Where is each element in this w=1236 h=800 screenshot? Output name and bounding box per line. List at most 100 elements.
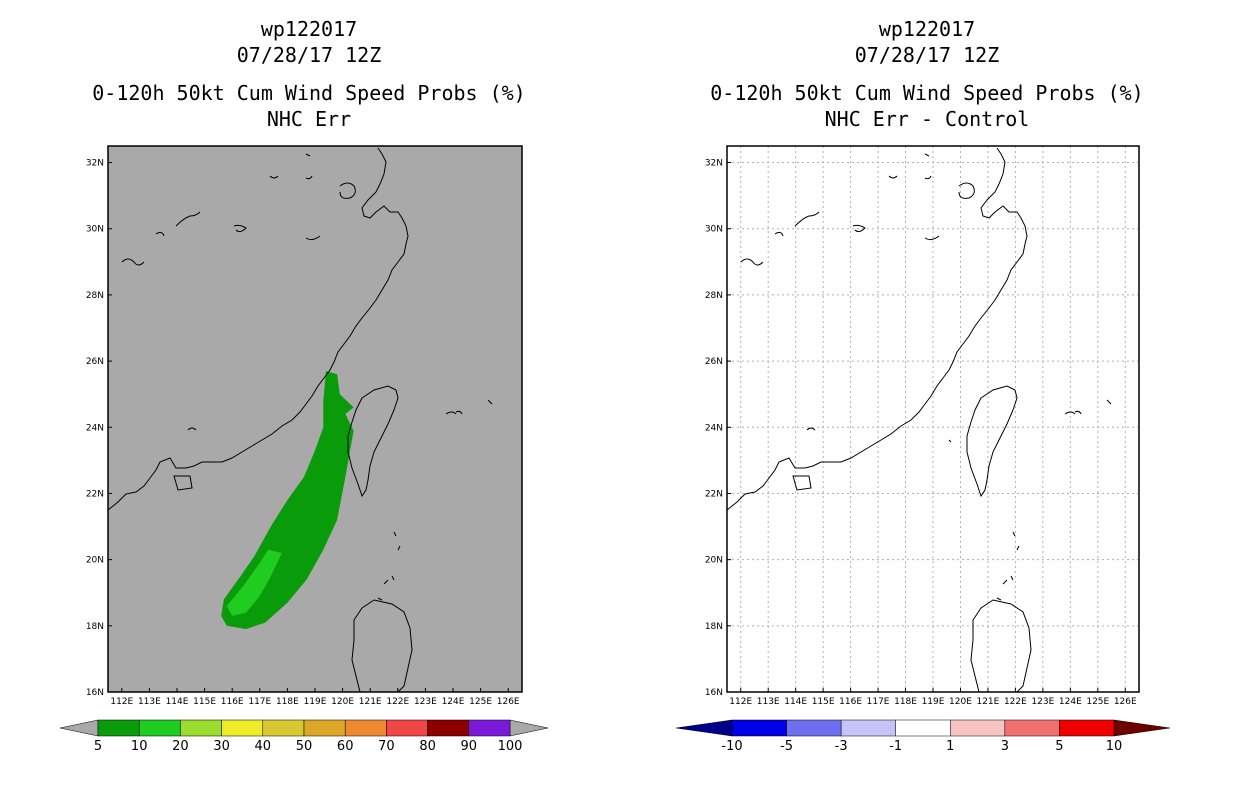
right-lat-label: 30N — [705, 225, 723, 235]
left-colorbar-swatch — [97, 719, 140, 737]
left-lat-label: 26N — [86, 357, 104, 367]
left-lon-label: 125E — [469, 697, 492, 707]
left-colorbar-left-arrow — [59, 719, 99, 737]
right-lat-label: 26N — [705, 357, 723, 367]
right-luzon-outline — [970, 599, 1032, 692]
right-colorbar-swatch — [1059, 719, 1115, 737]
left-lon-label: 126E — [497, 697, 520, 707]
left-latitude-ticks: 32N 30N 28N 26N 24N 22N 20N 18N 16N — [86, 159, 112, 698]
left-lat-label: 18N — [86, 622, 104, 632]
right-map-content — [727, 147, 1112, 692]
left-lat-label: 20N — [86, 556, 104, 566]
right-longitude-ticks: 112E 113E 114E 115E 116E 117E 118E 119E 120E 121E… — [729, 688, 1137, 707]
left-lat-label: 22N — [86, 489, 104, 499]
left-colorbar-swatch — [427, 719, 470, 737]
right-colorbar-label: 5 — [1055, 739, 1063, 754]
left-lon-label: 121E — [359, 697, 382, 707]
right-colorbar-label: -10 — [721, 739, 742, 754]
probability-band-10-percent — [226, 549, 282, 616]
left-map-content — [108, 147, 493, 692]
left-lat-label: 32N — [86, 159, 104, 169]
right-coastline — [727, 147, 1112, 692]
probability-band-5-percent — [221, 371, 354, 630]
left-colorbar-swatch — [138, 719, 181, 737]
left-small-islands — [377, 531, 401, 601]
left-colorbar-right-arrow — [509, 719, 549, 737]
right-colorbar-label: -1 — [889, 739, 902, 754]
left-colorbar: 5 10 20 30 40 50 60 70 80 90 100 — [59, 719, 549, 754]
right-lon-label: 117E — [867, 697, 890, 707]
right-lon-label: 124E — [1059, 697, 1082, 707]
right-product-title: 0-120h 50kt Cum Wind Speed Probs (%) — [710, 81, 1144, 105]
right-lat-label: 28N — [705, 291, 723, 301]
right-colorbar-swatch — [786, 719, 842, 737]
left-lat-label: 30N — [86, 225, 104, 235]
left-map-background — [108, 146, 522, 692]
left-lon-label: 118E — [276, 697, 299, 707]
right-latitude-ticks: 32N 30N 28N 26N 24N 22N 20N 18N 16N — [705, 159, 731, 698]
right-lon-label: 119E — [922, 697, 945, 707]
left-colorbar-swatch — [468, 719, 511, 737]
right-lon-label: 113E — [757, 697, 780, 707]
left-colorbar-label: 10 — [131, 739, 148, 754]
right-colorbar-swatch — [1004, 719, 1060, 737]
right-lat-label: 32N — [705, 159, 723, 169]
right-gridlines — [727, 146, 1139, 692]
left-colorbar-swatch — [303, 719, 346, 737]
left-colorbar-swatch — [180, 719, 222, 737]
right-colorbar-label: 1 — [946, 739, 954, 754]
right-lon-label: 126E — [1114, 697, 1137, 707]
right-lon-label: 120E — [949, 697, 972, 707]
left-luzon-outline — [351, 599, 413, 692]
left-subtitle: NHC Err — [266, 107, 352, 131]
right-colorbar-left-arrow — [675, 719, 733, 737]
right-lon-label: 114E — [784, 697, 807, 707]
left-china-coastline — [108, 147, 409, 511]
left-lakes-islands — [121, 153, 493, 431]
left-storm-id: wp122017 — [260, 17, 358, 41]
right-lon-label: 115E — [812, 697, 835, 707]
left-lon-label: 122E — [386, 697, 409, 707]
left-colorbar-label: 90 — [461, 739, 478, 754]
right-colorbar-label: -5 — [780, 739, 793, 754]
right-lon-label: 122E — [1004, 697, 1027, 707]
left-lat-label: 16N — [86, 688, 104, 698]
right-subtitle: NHC Err - Control — [824, 107, 1030, 131]
right-lon-label: 116E — [839, 697, 862, 707]
right-colorbar-label: -3 — [835, 739, 848, 754]
right-lon-label: 112E — [729, 697, 752, 707]
left-colorbar-label: 20 — [172, 739, 189, 754]
right-panel: 32N 30N 28N 26N 24N 22N 20N 18N 16N 112E 113E 114E… — [675, 145, 1171, 754]
left-panel: 32N 30N 28N 26N 24N 22N 20N 18N 16N 112E 113E 114E… — [59, 145, 549, 754]
right-china-coastline — [727, 147, 1028, 511]
right-lakes-islands — [740, 153, 1112, 431]
left-lon-label: 112E — [110, 697, 133, 707]
left-lon-label: 120E — [331, 697, 354, 707]
left-coastline — [108, 147, 493, 692]
left-colorbar-label: 50 — [296, 739, 313, 754]
left-colorbar-label: 100 — [498, 739, 523, 754]
left-colorbar-label: 70 — [378, 739, 395, 754]
left-taiwan-outline — [347, 385, 399, 498]
left-lon-label: 119E — [304, 697, 327, 707]
right-colorbar-swatch — [950, 719, 1006, 737]
left-colorbar-label: 80 — [419, 739, 436, 754]
right-title: wp122017 07/28/17 12Z 0-120h 50kt Cum Wi… — [618, 16, 1236, 132]
right-lat-label: 18N — [705, 622, 723, 632]
left-colorbar-label: 60 — [337, 739, 354, 754]
left-longitude-ticks: 112E 113E 114E 115E 116E 117E 118E 119E 120E 121E… — [110, 688, 520, 707]
right-lon-label: 118E — [894, 697, 917, 707]
left-taihu-lake — [339, 182, 356, 199]
right-colorbar-swatch — [840, 719, 896, 737]
right-colorbar-swatch — [731, 719, 787, 737]
left-lat-label: 28N — [86, 291, 104, 301]
right-lat-label: 22N — [705, 489, 723, 499]
right-colorbar-label: 3 — [1001, 739, 1009, 754]
right-storm-id: wp122017 — [878, 17, 976, 41]
right-lon-label: 125E — [1086, 697, 1109, 707]
right-taihu-lake — [958, 182, 975, 199]
left-lon-label: 115E — [193, 697, 216, 707]
right-colorbar: -10 -5 -3 -1 1 3 5 10 — [675, 719, 1171, 754]
left-datetime: 07/28/17 12Z — [236, 43, 382, 67]
